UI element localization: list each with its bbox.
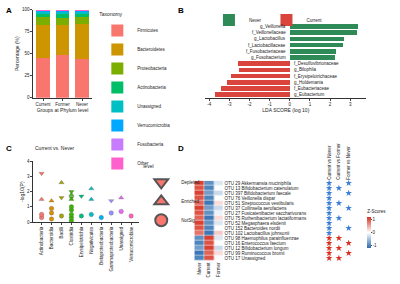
svg-text:Fusobacteria: Fusobacteria: [137, 142, 164, 147]
svg-text:3: 3: [27, 174, 30, 179]
svg-text:OTU 12 Bifidobacterium longum: OTU 12 Bifidobacterium longum: [225, 246, 289, 251]
svg-text:1: 1: [309, 102, 312, 107]
svg-text:Former: Former: [55, 102, 70, 107]
svg-text:0: 0: [27, 95, 30, 100]
svg-text:Percentage (%): Percentage (%): [14, 36, 20, 71]
svg-text:1: 1: [372, 217, 375, 222]
svg-text:-log10(P): -log10(P): [19, 181, 25, 202]
svg-text:B: B: [178, 6, 184, 15]
svg-text:2: 2: [27, 189, 30, 194]
svg-text:0: 0: [372, 230, 375, 235]
svg-text:Groups at Phylum level: Groups at Phylum level: [37, 107, 89, 113]
svg-text:C: C: [6, 144, 12, 153]
svg-text:Current: Current: [306, 18, 322, 23]
svg-text:g_Fusobacterium: g_Fusobacterium: [251, 55, 286, 60]
svg-text:Current vs Never: Current vs Never: [327, 145, 332, 180]
svg-text:-1: -1: [372, 243, 376, 248]
svg-text:Current: Current: [36, 102, 52, 107]
svg-text:4: 4: [27, 159, 30, 164]
svg-text:-1: -1: [268, 102, 272, 107]
svg-text:Current vs. Never: Current vs. Never: [35, 145, 75, 151]
svg-text:OTU 152 Bacteroides nordii: OTU 152 Bacteroides nordii: [225, 226, 281, 231]
svg-text:Verrucomicrobia: Verrucomicrobia: [137, 123, 170, 128]
svg-text:f_Erysipelotrichaceae: f_Erysipelotrichaceae: [294, 74, 338, 79]
svg-text:OTU 397 Bifidobacterium faecal: OTU 397 Bifidobacterium faecale: [225, 191, 292, 196]
svg-text:Current: Current: [206, 262, 211, 278]
svg-text:OTU 76 Veillonella dispar: OTU 76 Veillonella dispar: [225, 196, 276, 201]
svg-text:Clostridia: Clostridia: [69, 226, 74, 245]
svg-text:Never: Never: [197, 262, 202, 275]
svg-text:25: 25: [25, 73, 31, 78]
svg-text:Actinobacteria: Actinobacteria: [137, 85, 166, 90]
svg-text:OTU 29 Akkermansia muciniphila: OTU 29 Akkermansia muciniphila: [225, 181, 292, 186]
svg-text:D: D: [178, 144, 184, 153]
svg-text:f_Fusobacteriaceae: f_Fusobacteriaceae: [246, 49, 286, 54]
svg-text:Bacilli: Bacilli: [59, 227, 64, 239]
svg-text:OTU 13 Bifidobacterium catenul: OTU 13 Bifidobacterium catenulatum: [225, 186, 299, 191]
svg-text:Former vs Never: Former vs Never: [346, 146, 351, 180]
svg-text:A: A: [6, 6, 12, 15]
svg-text:3: 3: [349, 102, 352, 107]
svg-text:0: 0: [27, 220, 30, 225]
svg-text:g_Eubacterium: g_Eubacterium: [294, 92, 325, 97]
svg-text:OTU 17 Unassigned: OTU 17 Unassigned: [225, 256, 266, 261]
svg-text:2: 2: [329, 102, 332, 107]
svg-text:OTU 51 Streptococcus vestibula: OTU 51 Streptococcus vestibularis: [225, 201, 295, 206]
svg-text:Firmicutes: Firmicutes: [137, 28, 159, 33]
svg-text:OTU 98 Haemophilus parainfluen: OTU 98 Haemophilus parainfluenzae: [225, 236, 300, 241]
svg-text:Proteobacteria: Proteobacteria: [137, 66, 167, 71]
svg-text:g_Lactobacillus: g_Lactobacillus: [254, 36, 286, 41]
svg-text:f_Lactobacillaceae: f_Lactobacillaceae: [248, 43, 286, 48]
svg-text:g_Holdemania: g_Holdemania: [294, 80, 324, 85]
svg-text:OTU 102 Lactobacillus johnsoni: OTU 102 Lactobacillus johnsonii: [225, 231, 290, 236]
svg-text:OTU 37 Collinsella aerofaciens: OTU 37 Collinsella aerofaciens: [225, 206, 288, 211]
svg-text:Bacteroidetes: Bacteroidetes: [137, 47, 165, 52]
svg-text:Never: Never: [76, 102, 89, 107]
svg-text:Z-Scores: Z-Scores: [367, 209, 386, 214]
svg-text:NotSig: NotSig: [181, 218, 195, 223]
svg-text:-4: -4: [207, 102, 211, 107]
svg-text:level: level: [143, 163, 153, 169]
svg-text:Taxonomy: Taxonomy: [99, 11, 122, 17]
svg-text:0: 0: [289, 102, 292, 107]
svg-text:OTU 99 Ruminococcus bromii: OTU 99 Ruminococcus bromii: [225, 251, 285, 256]
svg-text:f_Desulfovibrionaceae: f_Desulfovibrionaceae: [294, 61, 339, 66]
svg-text:OTU 16 Enterococcus faecium: OTU 16 Enterococcus faecium: [225, 241, 287, 246]
svg-text:Bacteroidia: Bacteroidia: [49, 226, 54, 249]
svg-text:Negativicutes: Negativicutes: [89, 226, 94, 254]
svg-text:Betaproteobacteria: Betaproteobacteria: [99, 226, 104, 265]
svg-text:OTU 52 Megasphaera elsdenii: OTU 52 Megasphaera elsdenii: [225, 221, 286, 226]
svg-text:Unassigned: Unassigned: [137, 104, 161, 109]
svg-text:50: 50: [25, 51, 31, 56]
svg-text:1: 1: [27, 204, 30, 209]
svg-text:Erysipelotrichia: Erysipelotrichia: [79, 226, 84, 257]
svg-text:Enriched: Enriched: [181, 199, 199, 204]
svg-text:Never: Never: [249, 18, 262, 23]
svg-text:LDA SCORE (log 10): LDA SCORE (log 10): [262, 107, 309, 113]
svg-text:100: 100: [22, 7, 30, 12]
svg-text:OTU 75 Ruthenibacterium lactat: OTU 75 Ruthenibacterium lactatiformans: [225, 216, 307, 221]
svg-text:Current vs Former: Current vs Former: [336, 143, 341, 180]
svg-text:f_Eubacteriaceae: f_Eubacteriaceae: [294, 86, 330, 91]
svg-text:OTU 27 Fusicatenibacter saccha: OTU 27 Fusicatenibacter saccharivorans: [225, 211, 307, 216]
svg-text:g_Bilophila: g_Bilophila: [294, 67, 317, 72]
svg-text:75: 75: [25, 29, 31, 34]
svg-text:f_Veillonellaceae: f_Veillonellaceae: [252, 30, 286, 35]
svg-text:-2: -2: [248, 102, 252, 107]
svg-text:Gammaproteobacteria: Gammaproteobacteria: [109, 226, 114, 271]
svg-text:Verrucomicrobiae: Verrucomicrobiae: [129, 226, 134, 262]
svg-text:Former: Former: [216, 262, 221, 277]
svg-text:g_Veillonella: g_Veillonella: [260, 24, 286, 29]
svg-text:Actinobacteria: Actinobacteria: [39, 226, 44, 255]
svg-text:Unassigned: Unassigned: [119, 226, 124, 250]
svg-text:-3: -3: [227, 102, 231, 107]
svg-text:Depleted: Depleted: [181, 180, 200, 185]
